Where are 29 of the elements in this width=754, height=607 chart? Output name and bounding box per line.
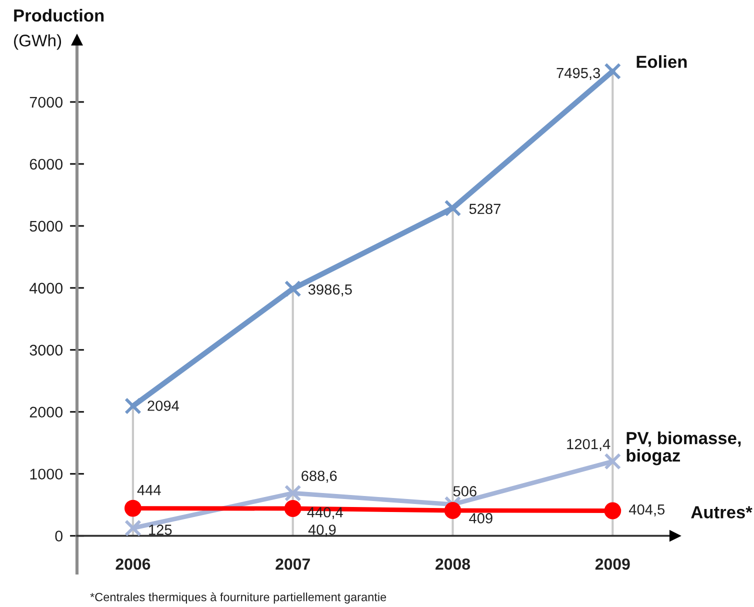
y-tick-label: 4000 bbox=[29, 282, 63, 294]
text: Autres* bbox=[691, 506, 752, 518]
y-axis-title: Production (GWh) bbox=[14, 8, 104, 50]
x-tick-label: 2007 bbox=[276, 558, 310, 570]
y-tick-label: 3000 bbox=[30, 344, 63, 356]
y-tick-label: 5000 bbox=[30, 220, 63, 232]
data-label: 444 bbox=[137, 485, 161, 496]
series-label: Eolien bbox=[636, 55, 687, 68]
data-label: 2094 bbox=[148, 400, 179, 411]
y-tick-label: 1000 bbox=[30, 468, 63, 480]
data-label: 1201,4 bbox=[567, 438, 610, 451]
x-tick-label: 2009 bbox=[595, 558, 630, 570]
data-label: 7495,3 bbox=[556, 68, 600, 80]
data-label: 506 bbox=[453, 486, 476, 496]
y-tick-label: 2000 bbox=[30, 406, 63, 418]
y-tick-label: 6000 bbox=[30, 158, 63, 170]
x-tick-label: 2008 bbox=[436, 558, 470, 570]
data-label: 404,5 bbox=[628, 504, 665, 516]
y-tick-label: 7000 bbox=[30, 96, 63, 108]
data-label: 125 bbox=[149, 524, 172, 535]
y-tick-label: 0 bbox=[55, 530, 63, 542]
series-label: PV, biomasse, biogaz bbox=[626, 432, 741, 466]
annotation: 40,9 bbox=[308, 524, 336, 537]
text: *Centrales thermiques à fourniture partiellement garantie bbox=[90, 592, 386, 604]
data-label: 5287 bbox=[469, 204, 500, 214]
data-label: 3986,5 bbox=[308, 284, 352, 296]
x-tick-label: 2006 bbox=[116, 558, 150, 570]
data-label: 409 bbox=[469, 513, 492, 524]
data-label: 688,6 bbox=[302, 470, 337, 483]
